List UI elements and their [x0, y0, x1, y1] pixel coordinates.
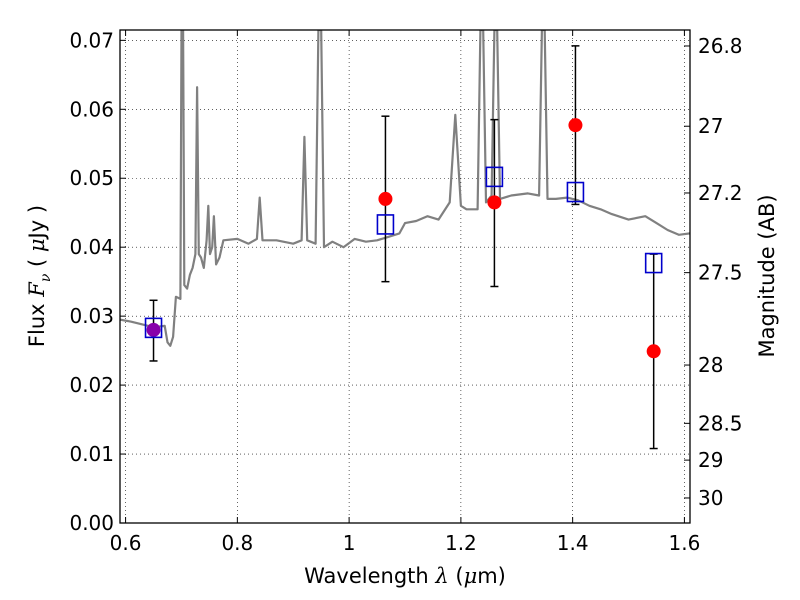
x-tick-label: 0.6	[110, 531, 142, 555]
observed-point	[487, 195, 502, 210]
y2-tick-label: 28.5	[698, 411, 743, 435]
model-square	[376, 214, 395, 235]
model-square	[566, 181, 585, 203]
y-axis-label: Flux Fν ( μJy )	[25, 205, 54, 347]
y-tick-label: 0.06	[69, 97, 114, 121]
x-tick-label: 1.2	[445, 531, 477, 555]
markers	[144, 45, 663, 450]
y-tick-label: 0.05	[69, 166, 114, 190]
spectrum-line	[120, 30, 690, 347]
y2-tick-label: 27.2	[698, 181, 743, 205]
y2-tick-label: 28	[698, 353, 723, 377]
y2-tick-label: 29	[698, 448, 723, 472]
y-tick-label: 0.07	[69, 28, 114, 52]
y2-tick-label: 26.8	[698, 34, 743, 58]
x-tick-label: 0.8	[221, 531, 253, 555]
x-axis-label: Wavelength λ (μm)	[304, 564, 506, 588]
y-tick-label: 0.03	[69, 304, 114, 328]
plot-area	[120, 30, 690, 347]
x-tick-label: 1	[343, 531, 356, 555]
plot-background	[120, 30, 690, 523]
y-tick-label: 0.01	[69, 442, 114, 466]
model-square	[644, 252, 663, 274]
observed-point	[646, 344, 661, 359]
x-tick-label: 1.6	[669, 531, 701, 555]
x-tick-label: 1.4	[557, 531, 589, 555]
observed-point	[146, 322, 161, 337]
ticks: 0.6 0.8 1 1.2 1.4 1.6 0.00 0.01 0.02 0.03 0.04 0.05…	[69, 28, 742, 555]
y-tick-label: 0.00	[69, 511, 114, 535]
y2-tick-label: 27	[698, 114, 723, 138]
observed-point	[568, 118, 583, 133]
model-square	[485, 166, 504, 188]
y-tick-label: 0.04	[69, 235, 114, 259]
y2-axis-label: Magnitude (AB)	[755, 194, 779, 357]
model-square	[144, 317, 163, 339]
y-tick-label: 0.02	[69, 373, 114, 397]
plot-frame	[119, 29, 691, 524]
y2-tick-label: 27.5	[698, 261, 743, 285]
observed-point	[378, 191, 393, 206]
y2-tick-label: 30	[698, 486, 723, 510]
